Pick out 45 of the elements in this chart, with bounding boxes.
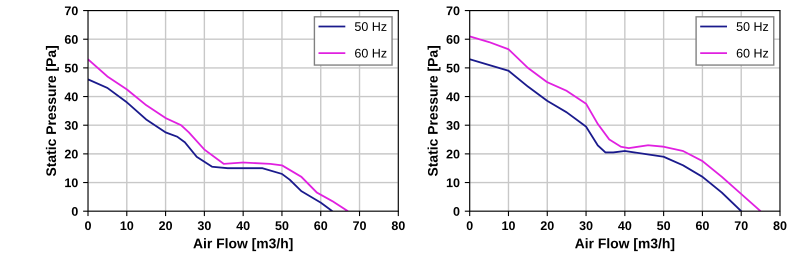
- x-tick-label: 80: [773, 221, 786, 230]
- x-tick-label: 30: [579, 221, 592, 230]
- x-tick-label: 80: [392, 221, 405, 230]
- legend-label: 60 Hz: [355, 48, 386, 58]
- y-axis-title: Static Pressure [Pa]: [428, 46, 441, 176]
- y-tick-label: 0: [72, 207, 78, 216]
- x-tick-label: 0: [85, 221, 91, 230]
- line-series: [88, 78, 334, 212]
- y-tick-label: 60: [446, 35, 460, 44]
- x-tick-label: 50: [275, 221, 288, 230]
- x-tick-label: 20: [159, 221, 172, 230]
- y-tick-label: 40: [64, 92, 78, 102]
- y-tick-label: 50: [446, 64, 460, 73]
- x-tick-label: 50: [657, 221, 670, 230]
- x-tick-label: 10: [502, 221, 515, 230]
- y-tick-label: 70: [64, 6, 78, 16]
- x-tick-label: 70: [734, 221, 748, 230]
- y-tick-label: 50: [64, 64, 78, 73]
- x-tick-label: 30: [198, 221, 211, 230]
- x-axis-title: Air Flow [m3/h]: [193, 238, 293, 252]
- x-axis-title: Air Flow [m3/h]: [575, 238, 674, 252]
- line-series: [470, 58, 742, 212]
- x-tick-label: 40: [236, 221, 250, 230]
- legend-label: 50 Hz: [354, 22, 386, 31]
- y-tick-label: 0: [454, 207, 460, 216]
- x-tick-label: 60: [314, 221, 328, 230]
- x-tick-label: 60: [696, 221, 709, 230]
- y-tick-label: 20: [446, 150, 460, 159]
- y-tick-label: 60: [64, 35, 78, 44]
- y-axis-title: Static Pressure [Pa]: [46, 46, 59, 176]
- y-tick-label: 70: [446, 6, 460, 16]
- y-tick-label: 10: [65, 178, 78, 188]
- y-tick-label: 10: [446, 178, 460, 188]
- x-tick-label: 10: [120, 221, 134, 230]
- legend-label: 60 Hz: [736, 48, 768, 58]
- y-tick-label: 40: [446, 92, 460, 102]
- y-tick-label: 30: [64, 121, 78, 130]
- y-tick-label: 20: [64, 150, 78, 159]
- x-tick-label: 0: [466, 221, 473, 230]
- x-tick-label: 20: [540, 221, 554, 230]
- line-series: [88, 58, 349, 212]
- legend-label: 50 Hz: [736, 22, 768, 31]
- x-tick-label: 40: [618, 221, 632, 230]
- x-tick-label: 70: [353, 221, 366, 230]
- y-tick-label: 30: [446, 121, 460, 130]
